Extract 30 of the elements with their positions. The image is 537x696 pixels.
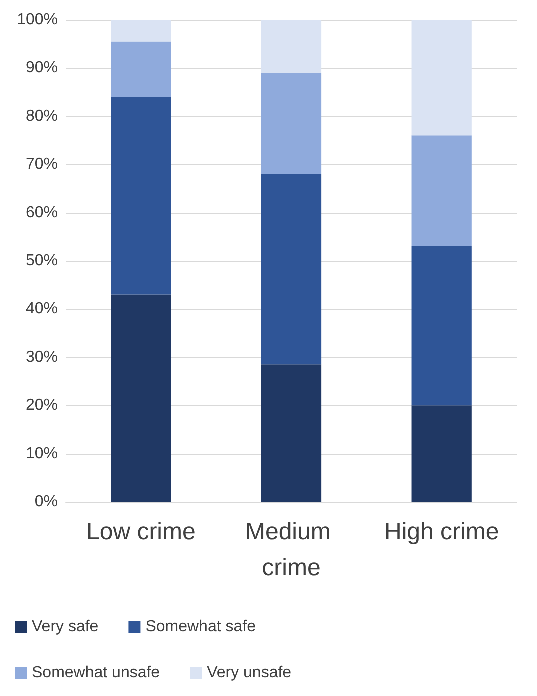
y-tick-label: 40%	[26, 300, 58, 318]
bar	[111, 97, 172, 295]
legend-label: Very safe	[32, 618, 99, 636]
y-tick-label: 90%	[26, 60, 58, 77]
y-tick-label: 50%	[26, 252, 58, 270]
legend-label: Somewhat unsafe	[32, 664, 160, 682]
bar	[412, 136, 472, 247]
legend-label: Very unsafe	[207, 664, 292, 682]
y-tick-label: 80%	[26, 108, 58, 125]
x-tick-label: High crime	[384, 518, 500, 546]
y-tick-label: 20%	[26, 397, 58, 414]
y-tick-label: 100%	[17, 12, 58, 28]
bar	[412, 406, 472, 502]
bar	[111, 294, 172, 502]
y-tick-label: 10%	[26, 445, 58, 462]
bar	[111, 42, 172, 98]
bar	[261, 73, 322, 174]
bar	[261, 174, 322, 365]
x-tick-label: Low crime	[86, 518, 196, 546]
legend-label: Somewhat safe	[146, 618, 256, 636]
bar	[261, 364, 322, 502]
bar	[261, 20, 322, 74]
y-tick-label: 0%	[34, 494, 58, 510]
y-tick-label: 70%	[26, 156, 58, 174]
x-tick-label: Medium crime	[245, 518, 338, 582]
bar	[412, 20, 472, 136]
y-tick-label: 30%	[26, 348, 58, 366]
bar	[111, 20, 172, 42]
bar	[412, 246, 472, 406]
y-tick-label: 60%	[26, 204, 58, 222]
